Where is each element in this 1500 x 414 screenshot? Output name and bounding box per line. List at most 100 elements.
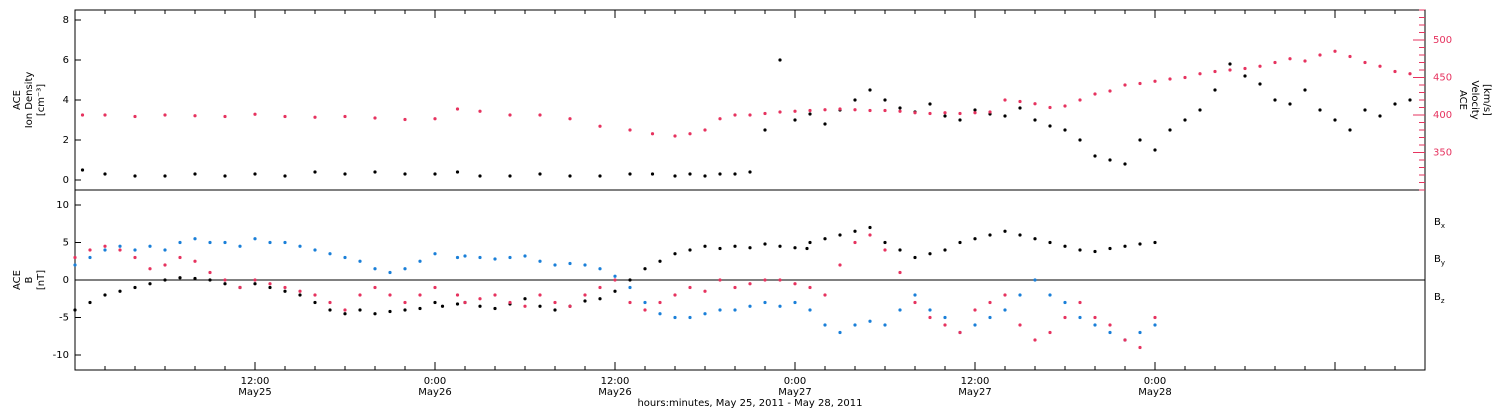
bz-point <box>853 240 857 245</box>
bx-point <box>823 237 827 241</box>
density-point <box>1018 106 1022 110</box>
velocity-point <box>958 111 962 116</box>
bz-point <box>538 293 542 297</box>
by-point <box>748 304 752 308</box>
velocity-point <box>1123 83 1127 87</box>
bx-point <box>223 282 227 286</box>
bx-point <box>883 240 887 245</box>
velocity-point <box>1018 99 1022 104</box>
top-y2tick-label: 400 <box>1433 110 1452 121</box>
velocity-point <box>1258 64 1262 68</box>
density-point <box>1048 124 1052 128</box>
velocity-point <box>598 124 602 128</box>
x-tick-label-date: May27 <box>958 387 991 398</box>
bx-point <box>778 244 782 248</box>
velocity-point <box>373 116 377 120</box>
bottom-ylabel: ACE B [nT] <box>12 270 47 290</box>
by-point <box>253 237 257 241</box>
bx-point <box>1048 240 1052 245</box>
by-point <box>613 274 617 278</box>
bz-point <box>1078 300 1082 305</box>
by-point <box>868 319 872 323</box>
velocity-point <box>1198 72 1202 76</box>
by-point <box>313 248 317 252</box>
by-point <box>883 323 887 327</box>
bz-point <box>478 297 482 301</box>
by-point <box>643 300 647 305</box>
bx-point <box>118 289 122 293</box>
density-point <box>883 98 887 102</box>
by-point <box>268 240 272 245</box>
bz-point <box>568 304 572 308</box>
density-point <box>868 88 872 92</box>
bz-point <box>793 282 797 286</box>
density-point <box>478 174 482 178</box>
top-ytick-label: 0 <box>63 175 69 186</box>
by-point <box>673 315 677 320</box>
bottom-ylabel-line3: [nT] <box>36 270 47 290</box>
by-point <box>178 240 182 245</box>
bz-point <box>868 233 872 237</box>
bx-point <box>418 306 422 311</box>
bx-point <box>133 285 137 290</box>
velocity-point <box>733 113 737 117</box>
density-point <box>373 170 377 174</box>
bx-point <box>373 312 377 316</box>
velocity-point <box>1288 57 1292 61</box>
density-point <box>1063 128 1067 132</box>
by-point <box>853 323 857 327</box>
velocity-point <box>673 134 677 138</box>
by-point <box>1048 293 1052 297</box>
x-tick-label-date: May25 <box>238 387 271 398</box>
x-tick-label-time: 12:00 <box>241 376 270 387</box>
bottom-ylabel-line2: B <box>24 276 35 283</box>
bz-point <box>1108 323 1112 327</box>
velocity-point <box>80 113 85 117</box>
by-point <box>118 244 122 248</box>
velocity-point <box>763 111 767 116</box>
velocity-point <box>1048 105 1052 110</box>
density-point <box>853 98 857 102</box>
density-point <box>943 114 947 118</box>
by-point <box>988 315 992 320</box>
bx-point <box>613 289 617 293</box>
bz-point <box>823 293 827 297</box>
bz-point <box>808 285 812 290</box>
density-point <box>958 118 962 122</box>
x-tick-label-time: 0:00 <box>424 376 446 387</box>
top-y2label: ACE Velocity [km/s] <box>1457 80 1492 119</box>
velocity-point <box>433 117 437 121</box>
velocity-point <box>838 107 842 111</box>
density-point <box>1093 154 1097 158</box>
density-point <box>823 122 827 126</box>
by-point <box>598 267 602 271</box>
velocity-point <box>928 111 932 116</box>
by-point <box>898 308 902 312</box>
velocity-point <box>1243 66 1247 71</box>
bx-point <box>538 304 542 308</box>
by-point <box>1108 330 1112 335</box>
bz-point <box>913 300 917 305</box>
bx-point <box>1138 242 1142 246</box>
bz-point <box>1063 315 1067 320</box>
velocity-point <box>1168 77 1172 81</box>
bz-point <box>403 300 407 305</box>
bx-point <box>1063 244 1067 248</box>
by-point <box>478 255 482 260</box>
density-point <box>973 108 977 112</box>
bz-point <box>193 259 197 263</box>
bz-point <box>973 308 977 312</box>
bz-point <box>523 304 527 308</box>
velocity-point <box>1363 60 1367 65</box>
density-point <box>928 102 932 106</box>
bx-point <box>583 299 587 303</box>
velocity-point <box>1228 68 1232 72</box>
density-point <box>1078 138 1082 142</box>
density-point <box>163 174 167 178</box>
by-point <box>928 308 932 312</box>
bx-point <box>88 300 92 305</box>
bx-point <box>553 308 557 312</box>
bx-point <box>1123 244 1127 248</box>
by-point <box>1078 315 1082 320</box>
bz-point <box>373 285 377 290</box>
